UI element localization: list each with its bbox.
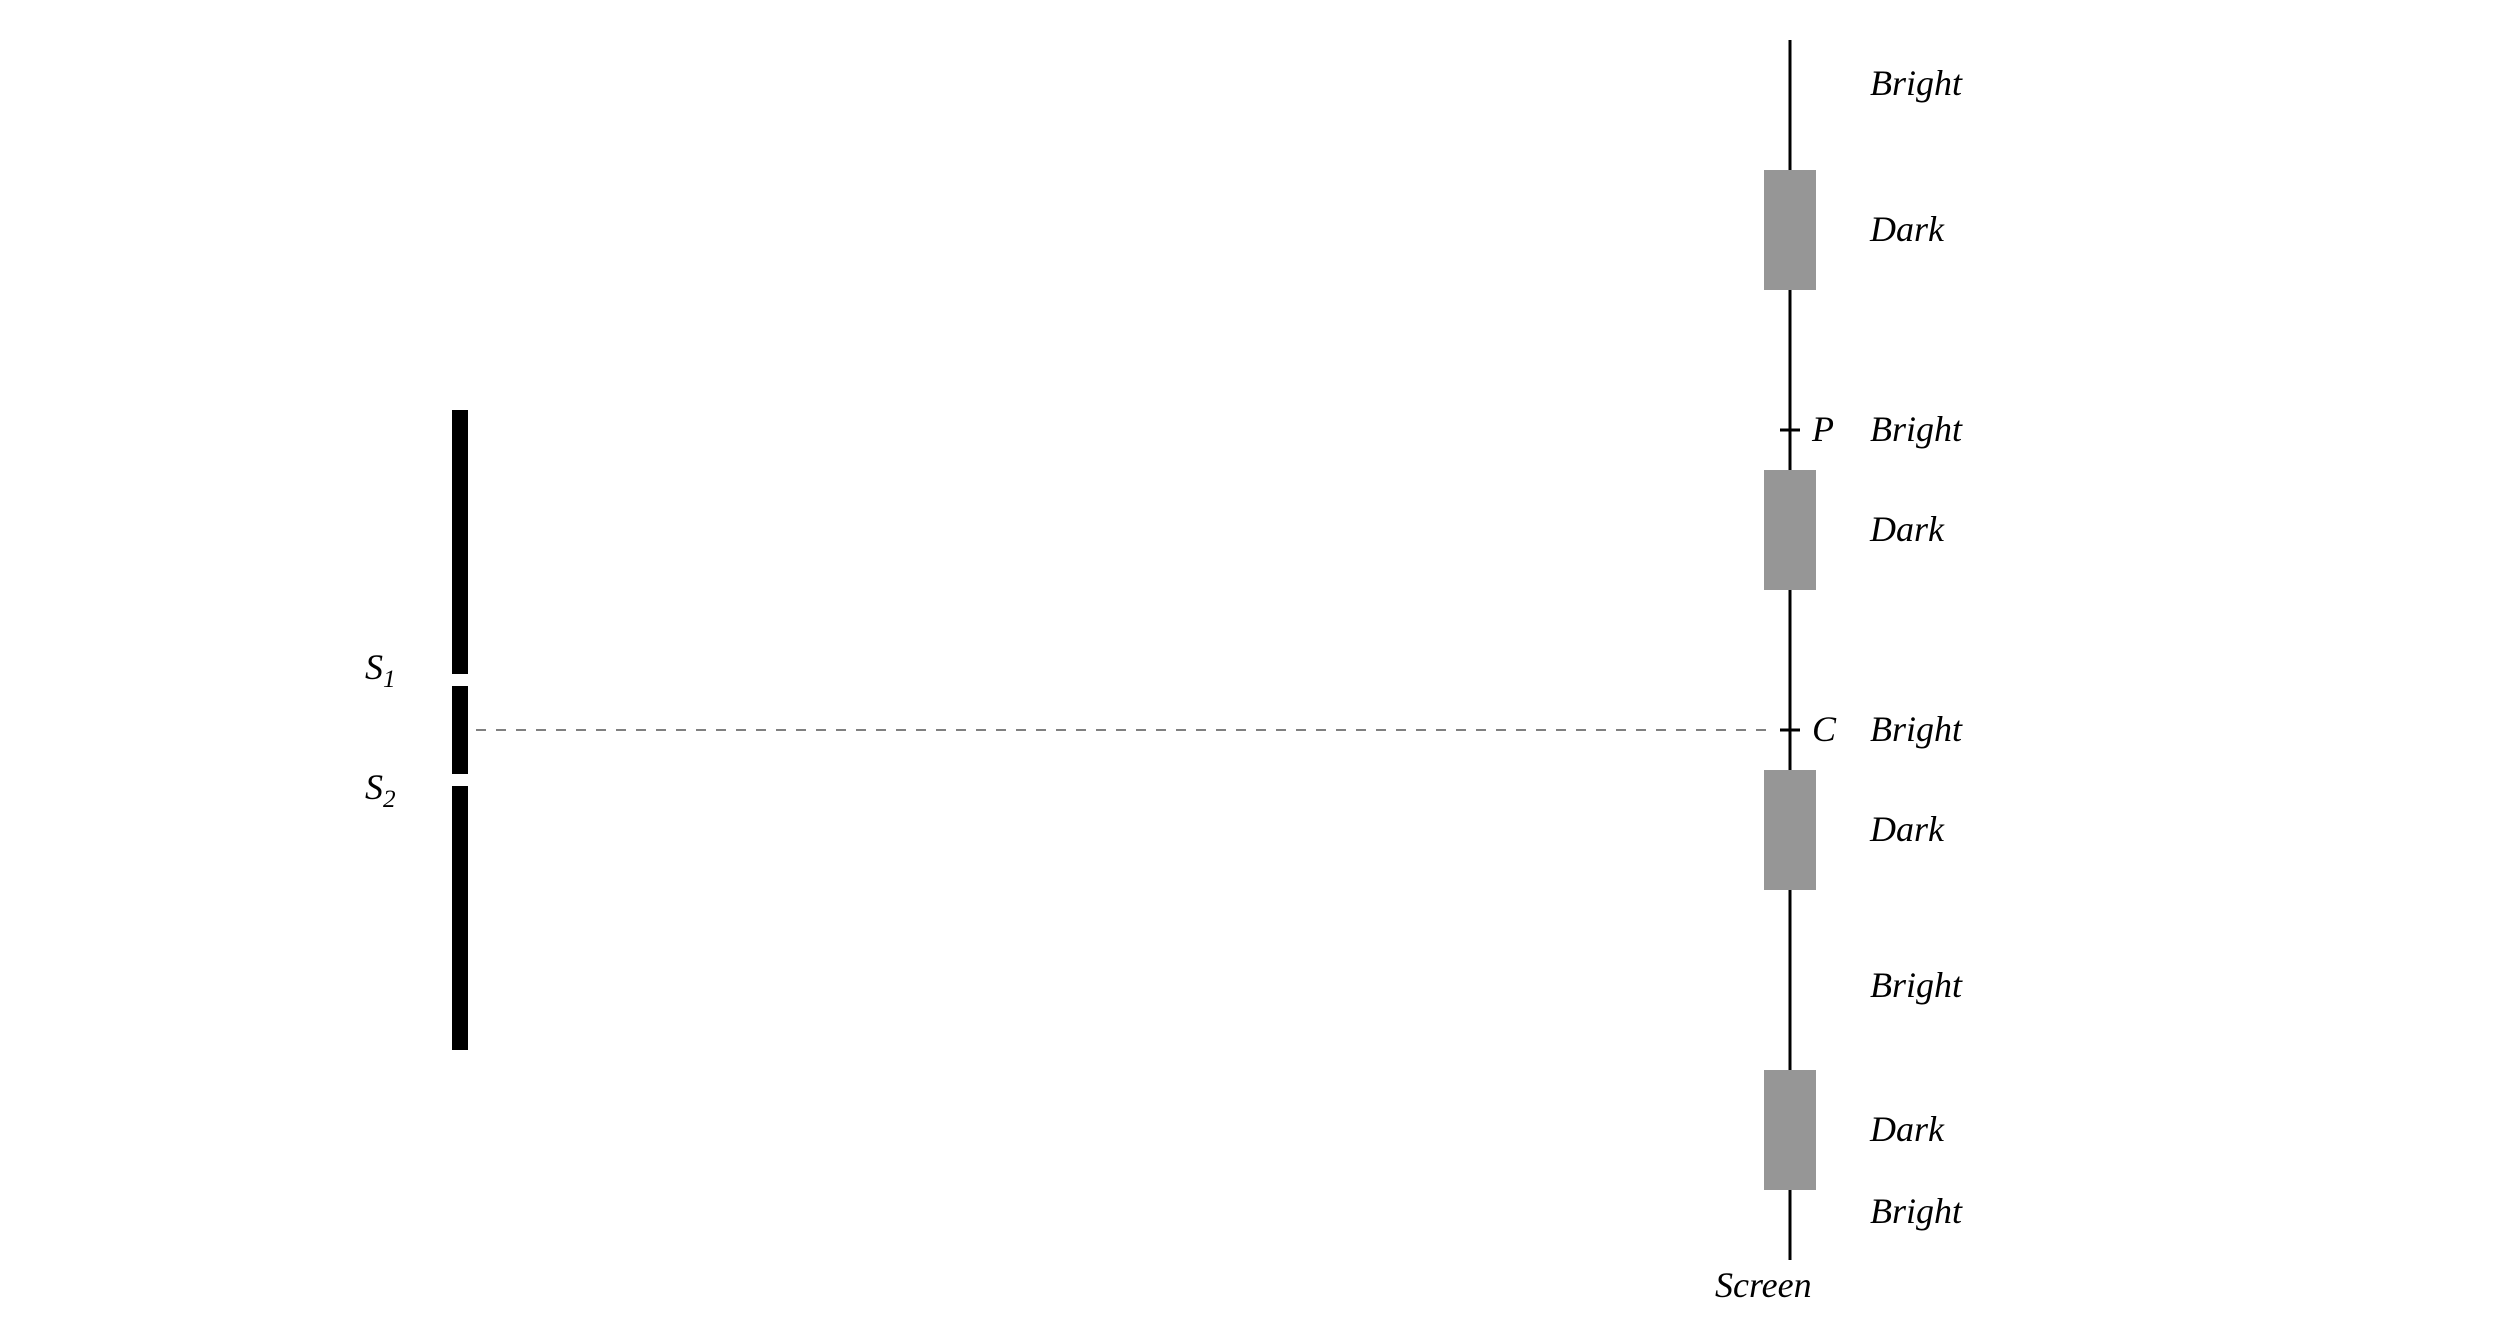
label-C: C (1812, 708, 1836, 750)
label-screen: Screen (1715, 1264, 1812, 1306)
label-P: P (1812, 408, 1834, 450)
fringe-label: Bright (1870, 1190, 1962, 1232)
fringe-label: Bright (1870, 964, 1962, 1006)
fringe-label: Dark (1870, 508, 1944, 550)
diagram-container: S1 S2 Screen P C Bright Dark Bright Dark… (0, 0, 2501, 1330)
label-S2: S2 (365, 766, 396, 814)
fringe-label: Dark (1870, 808, 1944, 850)
label-S1: S1 (365, 646, 396, 694)
fringe-label: Dark (1870, 208, 1944, 250)
fringe-label: Bright (1870, 708, 1962, 750)
fringe-label: Bright (1870, 408, 1962, 450)
barrier (452, 410, 468, 1050)
fringe-label: Dark (1870, 1108, 1944, 1150)
fringe-label: Bright (1870, 62, 1962, 104)
